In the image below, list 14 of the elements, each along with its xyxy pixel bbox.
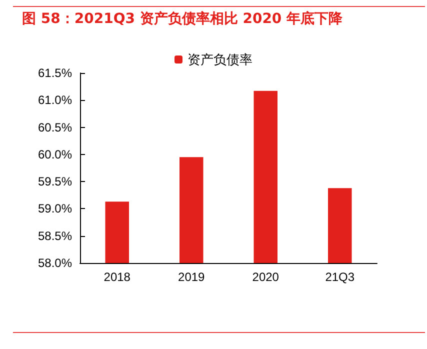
x-tick-label: 2020 [252,270,280,284]
y-tick-label: 58.0% [38,256,72,270]
x-tick-label: 2019 [178,270,206,284]
y-tick-label: 58.5% [38,228,72,243]
x-tick-label: 21Q3 [325,270,355,284]
y-tick-label: 61.5% [38,66,72,80]
y-tick-label: 61.0% [38,93,72,108]
y-tick-label: 60.5% [38,120,72,134]
legend-label: 资产负债率 [188,52,252,67]
chart-title: 图 58：2021Q3 资产负债率相比 2020 年底下降 [22,10,343,28]
x-tick-label: 2018 [104,270,131,284]
y-tick-label: 59.5% [38,174,72,189]
y-tick-label: 59.0% [38,202,72,216]
y-tick-label: 60.0% [38,147,72,162]
